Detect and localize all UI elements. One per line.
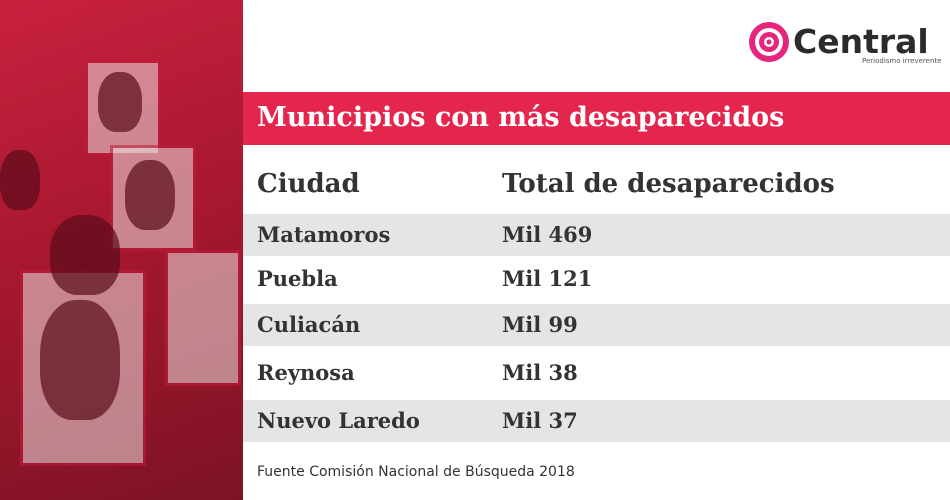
title-bar <box>243 92 950 145</box>
placard <box>165 250 241 386</box>
logo-tagline: Periodismo irreverente <box>862 57 942 65</box>
background-photo <box>0 0 243 500</box>
face <box>0 150 40 210</box>
face <box>125 160 175 230</box>
table-cell: Mil 38 <box>502 360 578 385</box>
table-row <box>243 258 950 300</box>
table-cell: Reynosa <box>257 360 355 385</box>
table-row <box>243 214 950 256</box>
table-cell: Puebla <box>257 266 338 291</box>
face <box>50 215 120 295</box>
face <box>98 72 142 132</box>
table-row <box>243 400 950 442</box>
table-cell: Mil 469 <box>502 222 593 247</box>
table-cell: Mil 121 <box>502 266 593 291</box>
table-row <box>243 304 950 346</box>
face <box>40 300 120 420</box>
logo-icon <box>749 22 789 62</box>
column-header: Total de desaparecidos <box>502 169 835 199</box>
column-header: Ciudad <box>257 169 360 199</box>
table-cell: Culiacán <box>257 312 361 337</box>
logo-name: Central <box>793 22 929 61</box>
table-cell: Nuevo Laredo <box>257 408 420 433</box>
table-row <box>243 352 950 394</box>
title: Municipios con más desaparecidos <box>257 102 785 133</box>
table-cell: Mil 37 <box>502 408 578 433</box>
source-note: Fuente Comisión Nacional de Búsqueda 201… <box>257 464 575 480</box>
table-cell: Mil 99 <box>502 312 578 337</box>
table-cell: Matamoros <box>257 222 391 247</box>
